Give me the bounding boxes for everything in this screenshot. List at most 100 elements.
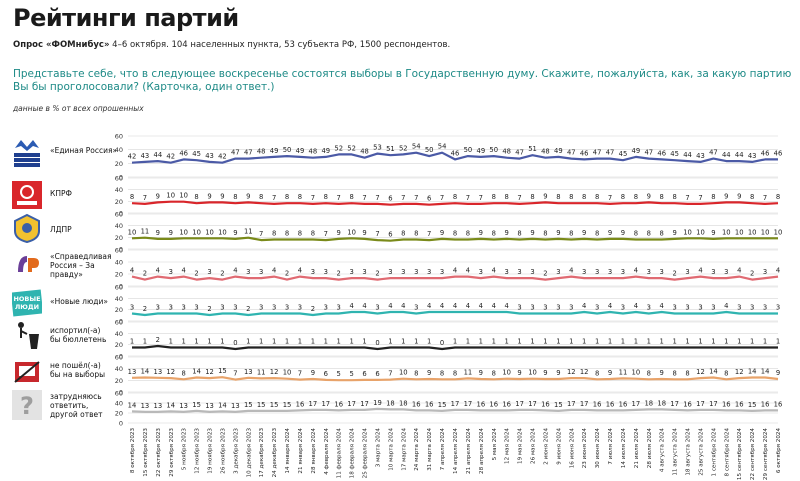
data-label: 8 <box>505 193 509 201</box>
data-label: 9 <box>337 229 341 237</box>
data-label: 43 <box>141 152 150 160</box>
data-label: 2 <box>672 270 676 278</box>
data-label: 1 <box>543 338 547 346</box>
data-label: 1 <box>621 338 625 346</box>
y-tick-label: 40 <box>115 222 123 230</box>
series-line <box>131 407 778 413</box>
y-tick-label: 20 <box>115 341 123 349</box>
data-label: 8 <box>621 193 625 201</box>
x-tick-label: 10 марта 2024 <box>388 428 394 471</box>
data-label: 9 <box>737 192 741 200</box>
x-tick-label: 17 марта 2024 <box>401 428 407 471</box>
data-label: 49 <box>477 147 486 155</box>
data-label: 3 <box>517 268 521 276</box>
data-label: 3 <box>207 268 211 276</box>
data-label: 9 <box>479 229 483 237</box>
data-label: 8 <box>349 193 353 201</box>
data-label: 54 <box>412 143 421 151</box>
data-label: 3 <box>556 304 560 312</box>
data-label: 13 <box>128 368 137 376</box>
data-label: 11 <box>619 368 628 376</box>
data-label: 8 <box>530 193 534 201</box>
data-label: 9 <box>582 229 586 237</box>
data-label: 1 <box>362 338 366 346</box>
data-label: 8 <box>685 369 689 377</box>
data-label: 3 <box>530 304 534 312</box>
data-label: 7 <box>466 194 470 202</box>
data-label: 7 <box>259 230 263 238</box>
data-label: 1 <box>737 338 741 346</box>
data-label: 50 <box>283 146 292 154</box>
data-label: 4 <box>634 302 638 310</box>
data-label: 3 <box>750 304 754 312</box>
data-label: 3 <box>414 268 418 276</box>
data-label: 8 <box>182 369 186 377</box>
data-label: 13 <box>244 368 253 376</box>
y-tick-label: 60 <box>115 284 123 292</box>
x-tick-label: 8 октября 2023 <box>130 428 136 474</box>
x-tick-label: 25 февраля 2024 <box>363 428 369 479</box>
data-label: 14 <box>166 401 175 409</box>
data-label: 3 <box>711 268 715 276</box>
data-label: 45 <box>670 150 679 158</box>
data-label: 3 <box>763 304 767 312</box>
data-label: 49 <box>321 147 330 155</box>
united-russia-logo-icon <box>12 138 42 168</box>
data-label: 13 <box>141 402 150 410</box>
data-label: 7 <box>311 194 315 202</box>
x-tick-label: 29 октября 2023 <box>169 428 175 477</box>
data-label: 8 <box>285 230 289 238</box>
data-label: 9 <box>530 229 534 237</box>
x-tick-label: 1 сентября 2024 <box>711 428 717 477</box>
data-label: 47 <box>231 149 240 157</box>
data-label: 10 <box>399 369 408 377</box>
data-label: 10 <box>192 228 201 236</box>
data-label: 4 <box>453 302 457 310</box>
data-label: 9 <box>608 229 612 237</box>
data-label: 16 <box>334 400 343 408</box>
data-label: 6 <box>375 370 379 378</box>
data-label: 48 <box>541 148 550 156</box>
data-label: 17 <box>321 400 330 408</box>
data-label: 2 <box>220 270 224 278</box>
data-label: 50 <box>425 146 434 154</box>
x-tick-label: 4 августа 2024 <box>660 428 666 473</box>
data-label: 8 <box>569 193 573 201</box>
data-label: 10 <box>528 369 537 377</box>
data-label: 1 <box>194 338 198 346</box>
data-label: 1 <box>505 338 509 346</box>
y-tick-label: 0 <box>119 210 123 218</box>
data-label: 1 <box>285 338 289 346</box>
data-label: 10 <box>683 228 692 236</box>
data-label: 16 <box>619 400 628 408</box>
data-label: 6 <box>388 195 392 203</box>
x-tick-label: 5 мая 2024 <box>492 428 498 461</box>
data-label: 1 <box>711 338 715 346</box>
data-label: 4 <box>182 267 186 275</box>
data-label: 14 <box>192 368 201 376</box>
data-label: 47 <box>709 149 718 157</box>
data-label: 1 <box>763 338 767 346</box>
data-label: 1 <box>388 338 392 346</box>
data-label: 1 <box>672 338 676 346</box>
data-label: 15 <box>218 367 227 375</box>
data-label: 4 <box>298 267 302 275</box>
data-label: 7 <box>143 194 147 202</box>
data-label: 2 <box>750 270 754 278</box>
data-label: 8 <box>130 193 134 201</box>
data-label: 10 <box>632 369 641 377</box>
data-label: 4 <box>479 302 483 310</box>
data-label: 7 <box>233 370 237 378</box>
x-tick-label: 15 октября 2023 <box>143 428 149 477</box>
data-label: 1 <box>569 338 573 346</box>
data-label: 16 <box>683 400 692 408</box>
label-spoiled-ballot: испортил(-а) бы бюллетень <box>50 326 107 344</box>
data-label: 17 <box>709 400 718 408</box>
data-label: 8 <box>647 369 651 377</box>
data-label: 7 <box>479 194 483 202</box>
data-label: 9 <box>220 192 224 200</box>
data-label: 2 <box>543 270 547 278</box>
x-tick-label: 19 ноября 2023 <box>208 428 214 474</box>
data-label: 9 <box>246 192 250 200</box>
x-tick-label: 14 июля 2024 <box>621 428 627 469</box>
